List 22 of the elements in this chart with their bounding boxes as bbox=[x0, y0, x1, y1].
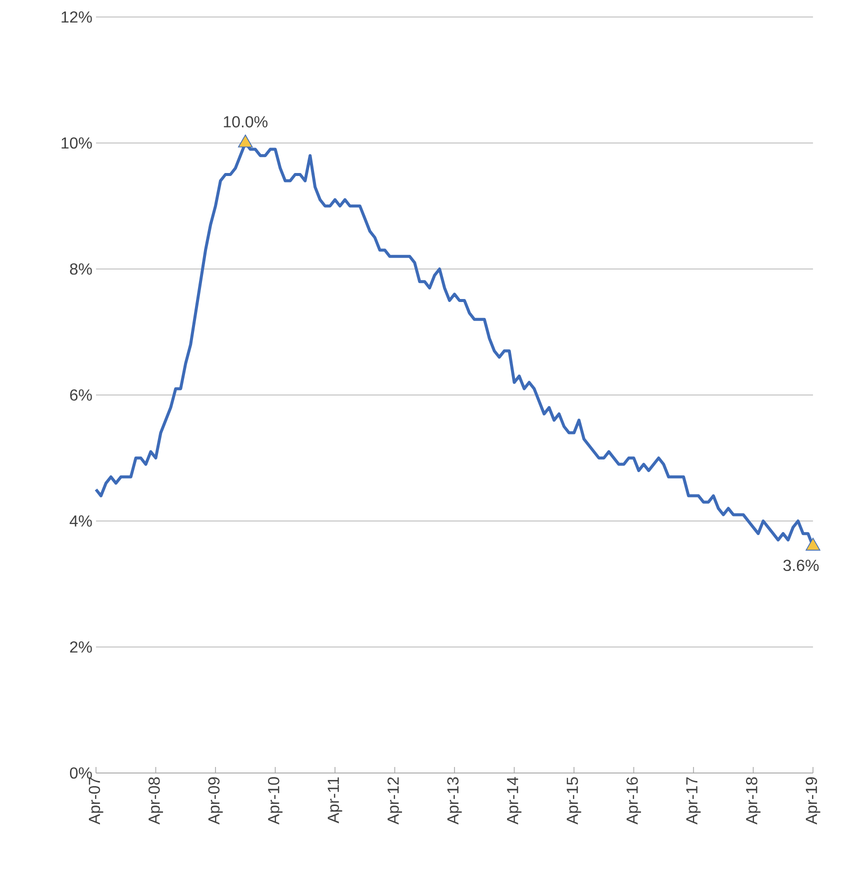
y-tick-label: 6% bbox=[70, 389, 92, 401]
x-tick-label: Apr-15 bbox=[566, 777, 582, 825]
y-tick-label: 0% bbox=[70, 767, 92, 779]
x-tick-label: Apr-16 bbox=[626, 777, 641, 825]
x-tick-label: Apr-08 bbox=[148, 777, 163, 825]
x-tick-label: Apr-18 bbox=[746, 777, 760, 825]
x-tick-label: Apr-12 bbox=[388, 777, 402, 825]
annotation: 10.0% bbox=[224, 116, 268, 128]
x-tick-label: Apr-13 bbox=[447, 777, 462, 825]
x-tick-label: Apr-11 bbox=[328, 777, 342, 824]
annotation: 3.6% bbox=[783, 560, 819, 572]
x-tick-label: Apr-14 bbox=[507, 777, 522, 825]
y-tick-label: 8% bbox=[70, 263, 92, 275]
x-tick-label: Apr-09 bbox=[208, 777, 223, 825]
y-tick-label: 10% bbox=[62, 137, 92, 149]
y-tick-label: 4% bbox=[70, 515, 92, 527]
x-tick-label: Apr-10 bbox=[268, 777, 282, 825]
x-tick-label: Apr-19 bbox=[806, 777, 820, 825]
x-tick-label: Apr-17 bbox=[686, 777, 701, 825]
x-tick-label: Apr-07 bbox=[88, 777, 104, 825]
y-tick-label: 2% bbox=[70, 641, 92, 653]
y-tick-label: 12% bbox=[62, 11, 92, 23]
